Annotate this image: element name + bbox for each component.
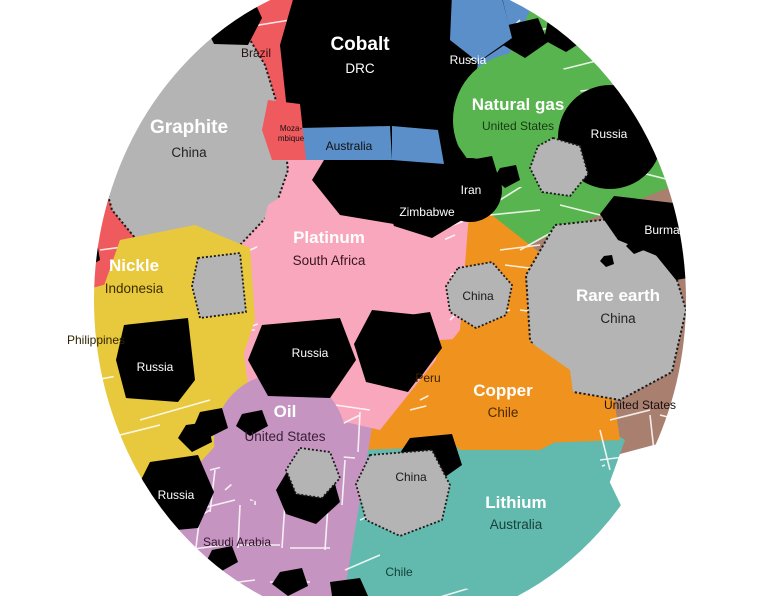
blob-nickel-gray-inset[interactable] [191, 251, 247, 319]
blob-copper-china[interactable] [445, 261, 513, 330]
blob-oil-black-1[interactable] [194, 408, 228, 438]
blob-zimbabwe[interactable] [382, 168, 462, 238]
blob-gas-black-top1[interactable] [503, 18, 548, 58]
chart-plot-area [92, 0, 688, 596]
blob-nickel-russia[interactable] [116, 318, 195, 402]
region-cobalt-drc[interactable] [280, 0, 470, 168]
blob-gas-gray-inner[interactable] [529, 137, 589, 197]
region-australia-ext[interactable] [392, 126, 444, 164]
region-mozambique[interactable] [262, 100, 306, 160]
region-copper-chile[interactable] [425, 335, 578, 450]
blob-lithium-china[interactable] [355, 449, 451, 537]
blob-oil-black-2[interactable] [236, 410, 268, 436]
blob-oil-gray[interactable] [284, 447, 342, 499]
blob-platinum-russia[interactable] [248, 318, 356, 398]
region-australia[interactable] [298, 126, 392, 160]
blob-cobalt-russia-blue[interactable] [450, 0, 512, 62]
blob-gas-black-dot2[interactable] [600, 255, 614, 267]
blob-lithium-black[interactable] [330, 578, 368, 596]
blob-copper-black-1[interactable] [374, 312, 442, 378]
chart-outline [90, 0, 690, 596]
blob-oil-black-5[interactable] [272, 568, 308, 596]
